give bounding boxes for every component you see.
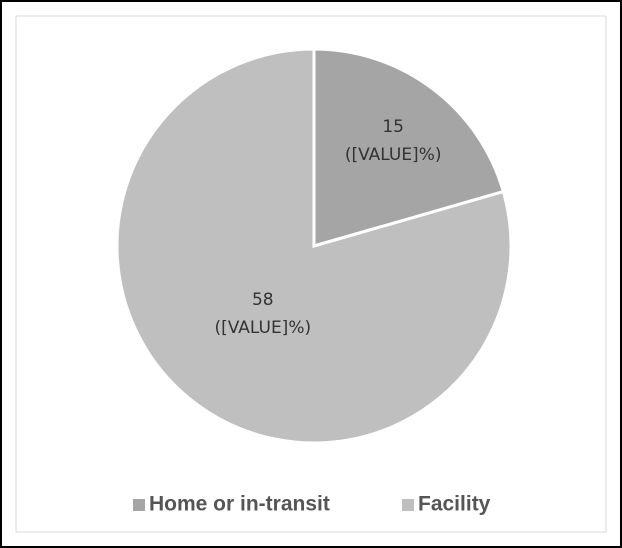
legend-label: Home or in-transit xyxy=(149,493,330,516)
legend-label: Facility xyxy=(418,493,491,516)
pie-slice xyxy=(312,47,506,248)
legend-swatch xyxy=(133,499,145,511)
legend-swatch xyxy=(402,499,414,511)
data-label: ([VALUE]%) xyxy=(214,318,311,338)
data-label: ([VALUE]%) xyxy=(345,145,442,165)
data-label: 58 xyxy=(252,290,274,310)
data-label: 15 xyxy=(382,117,404,137)
pie-slice xyxy=(115,47,513,445)
